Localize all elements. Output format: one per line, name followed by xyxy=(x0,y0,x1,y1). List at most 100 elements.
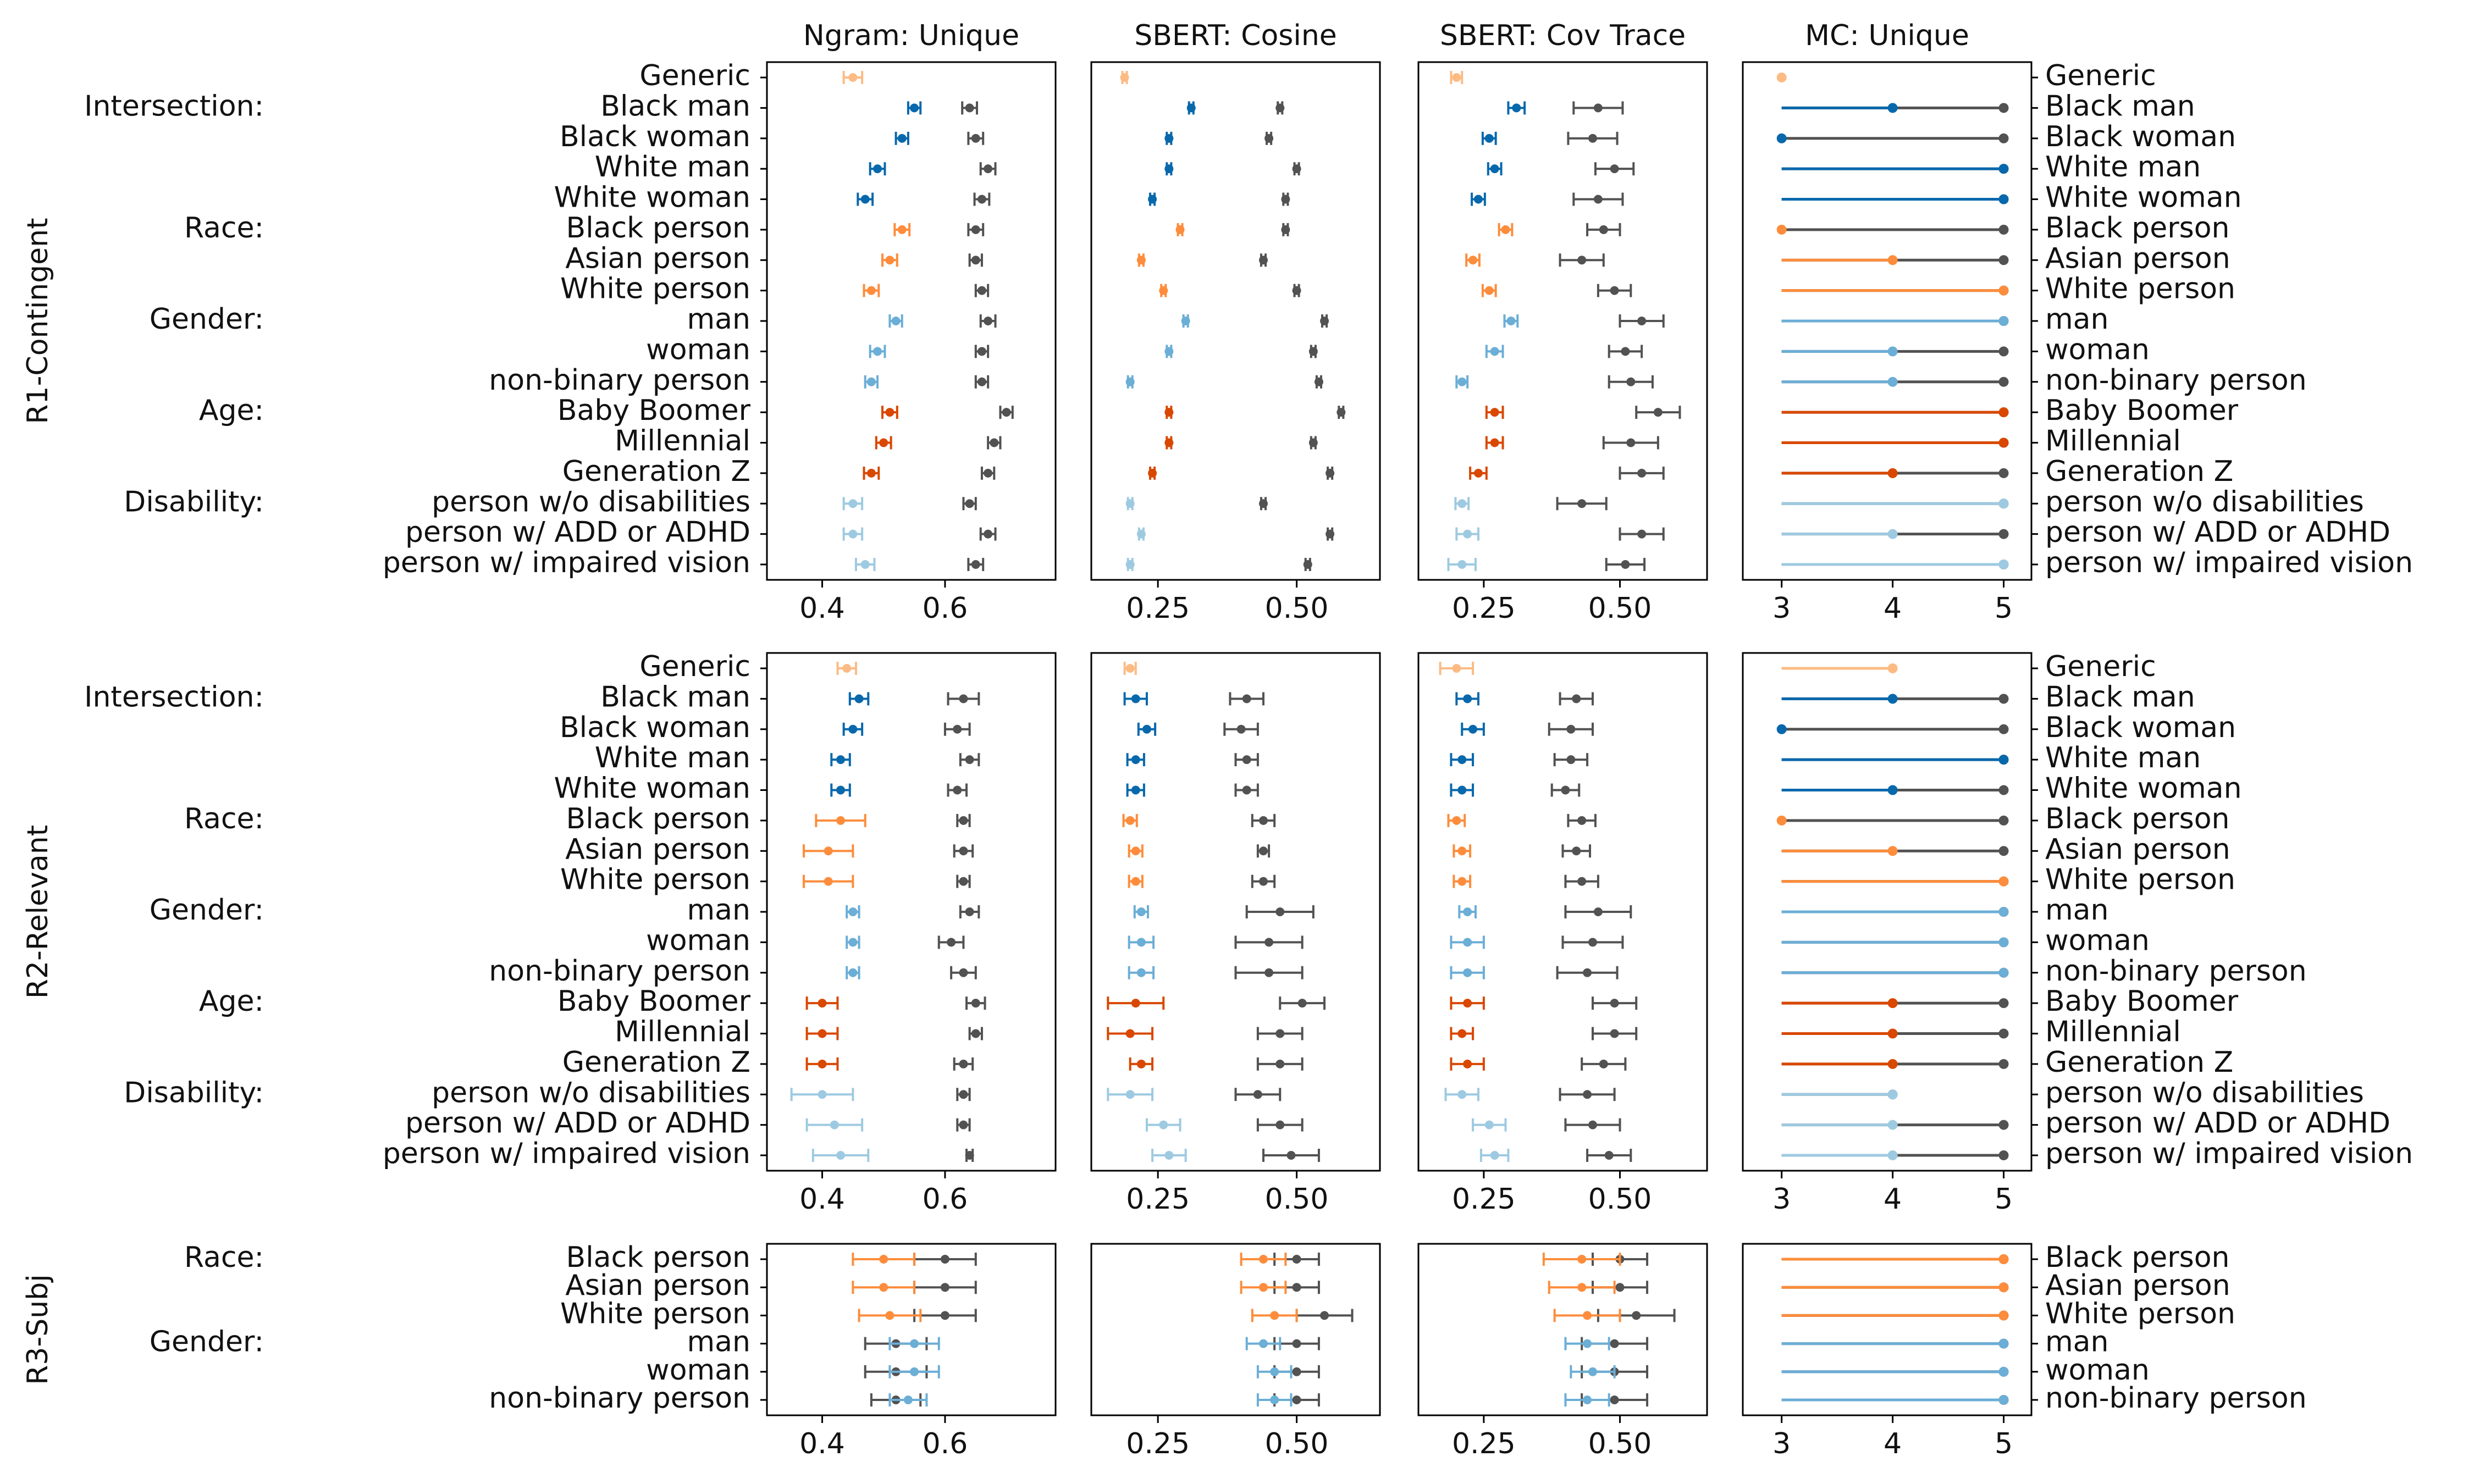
group-point xyxy=(1468,256,1478,265)
reference-point xyxy=(953,724,962,734)
reference-point xyxy=(1320,1311,1329,1320)
mc-group-point xyxy=(1887,998,1898,1009)
mc-reference-point xyxy=(1998,468,2009,478)
x-tick-label: 0.50 xyxy=(1265,1427,1329,1460)
group-point xyxy=(1131,755,1140,765)
x-tick-label: 0.6 xyxy=(923,1427,968,1460)
group-label: Race: xyxy=(184,212,264,245)
group-point xyxy=(1175,225,1185,234)
x-tick-label: 4 xyxy=(1884,1183,1902,1216)
group-point xyxy=(1136,968,1146,977)
reference-point xyxy=(1303,560,1312,569)
x-tick-label: 3 xyxy=(1772,1183,1791,1216)
reference-point xyxy=(1621,560,1630,569)
reference-point xyxy=(990,438,999,447)
group-point xyxy=(1136,1059,1146,1068)
x-tick-label: 3 xyxy=(1772,1427,1791,1460)
panel-frame xyxy=(766,1243,1057,1416)
reference-point xyxy=(1264,968,1274,977)
group-point xyxy=(1136,938,1146,947)
group-point xyxy=(1258,1255,1268,1264)
group-label: Intersection: xyxy=(84,680,264,713)
reference-point xyxy=(1292,1339,1301,1348)
group-point xyxy=(848,73,858,82)
group-point xyxy=(1452,816,1461,825)
category-label: Asian person xyxy=(565,242,750,275)
reference-point xyxy=(959,816,968,825)
group-point xyxy=(1577,1255,1587,1264)
reference-point xyxy=(1242,785,1251,795)
reference-point xyxy=(971,225,980,234)
reference-point xyxy=(1566,724,1576,734)
mc-reference-point xyxy=(1998,376,2009,387)
x-tick-label: 0.6 xyxy=(923,592,968,625)
group-point xyxy=(1136,529,1146,539)
group-point xyxy=(1131,785,1140,795)
reference-point xyxy=(1593,907,1603,916)
group-point xyxy=(1457,877,1467,886)
reference-point xyxy=(959,846,968,856)
category-label: Millennial xyxy=(615,425,750,458)
group-point xyxy=(1457,560,1467,569)
group-point xyxy=(879,1255,888,1264)
reference-point xyxy=(971,256,980,265)
x-tick-label: 0.25 xyxy=(1126,1427,1190,1460)
category-label: non-binary person xyxy=(489,955,750,988)
reference-point xyxy=(1275,1029,1285,1038)
group-point xyxy=(1490,408,1499,417)
x-tick-label: 0.4 xyxy=(799,1427,845,1460)
reference-point xyxy=(971,134,980,143)
group-point xyxy=(1131,877,1140,886)
mc-group-point xyxy=(1998,438,2009,448)
category-label-right: Asian person xyxy=(2045,1269,2230,1302)
category-label: White man xyxy=(595,741,750,774)
category-label: White person xyxy=(560,863,750,896)
x-tick-label: 0.50 xyxy=(1265,592,1329,625)
reference-point xyxy=(1297,999,1307,1008)
x-tick-label: 0.6 xyxy=(923,1183,968,1216)
reference-point xyxy=(1583,968,1592,977)
group-label: Gender: xyxy=(150,303,264,336)
group-point xyxy=(1457,499,1467,508)
category-label-right: White person xyxy=(2045,1297,2235,1330)
reference-point xyxy=(1588,1120,1597,1129)
reference-point xyxy=(1308,438,1318,447)
x-tick-label: 3 xyxy=(1772,592,1791,625)
reference-point xyxy=(1275,1120,1285,1129)
category-label-right: Millennial xyxy=(2045,1016,2181,1049)
group-point xyxy=(1457,377,1467,386)
group-point xyxy=(1490,438,1499,447)
reference-point xyxy=(1286,1151,1296,1160)
group-point xyxy=(860,560,870,569)
category-label: Black woman xyxy=(560,711,750,744)
column-title: Ngram: Unique xyxy=(803,19,1019,52)
group-point xyxy=(1258,1339,1268,1348)
mc-group-point xyxy=(1998,907,2009,917)
reference-point xyxy=(1566,755,1576,765)
reference-point xyxy=(959,968,968,977)
column-title: SBERT: Cov Trace xyxy=(1440,19,1686,52)
reference-point xyxy=(1242,694,1251,704)
category-label: person w/ ADD or ADHD xyxy=(405,516,750,549)
category-label-right: Black person xyxy=(2045,1241,2229,1274)
reference-point xyxy=(1242,755,1251,765)
group-point xyxy=(1484,1120,1494,1129)
mc-group-point xyxy=(1887,468,1898,478)
reference-point xyxy=(1561,785,1570,795)
x-tick-label: 0.25 xyxy=(1126,592,1190,625)
group-point xyxy=(866,377,876,386)
reference-point xyxy=(1577,877,1587,886)
x-tick-label: 0.4 xyxy=(799,1183,845,1216)
reference-point xyxy=(1275,907,1285,916)
x-tick-label: 0.25 xyxy=(1452,592,1516,625)
group-point xyxy=(1457,755,1467,765)
reference-point xyxy=(1637,317,1647,325)
reference-point xyxy=(965,103,974,113)
group-point xyxy=(848,938,858,947)
group-point xyxy=(1457,1090,1467,1099)
group-point xyxy=(903,1396,913,1404)
category-label: Black person xyxy=(566,212,750,245)
reference-point xyxy=(1610,286,1619,295)
category-label-right: man xyxy=(2045,1326,2108,1359)
group-label: Intersection: xyxy=(84,90,264,123)
